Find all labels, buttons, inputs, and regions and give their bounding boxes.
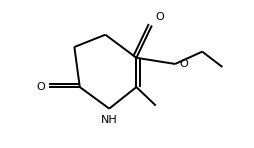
Text: O: O (155, 12, 164, 22)
Text: O: O (36, 82, 45, 92)
Text: O: O (179, 59, 188, 69)
Text: NH: NH (101, 115, 118, 125)
